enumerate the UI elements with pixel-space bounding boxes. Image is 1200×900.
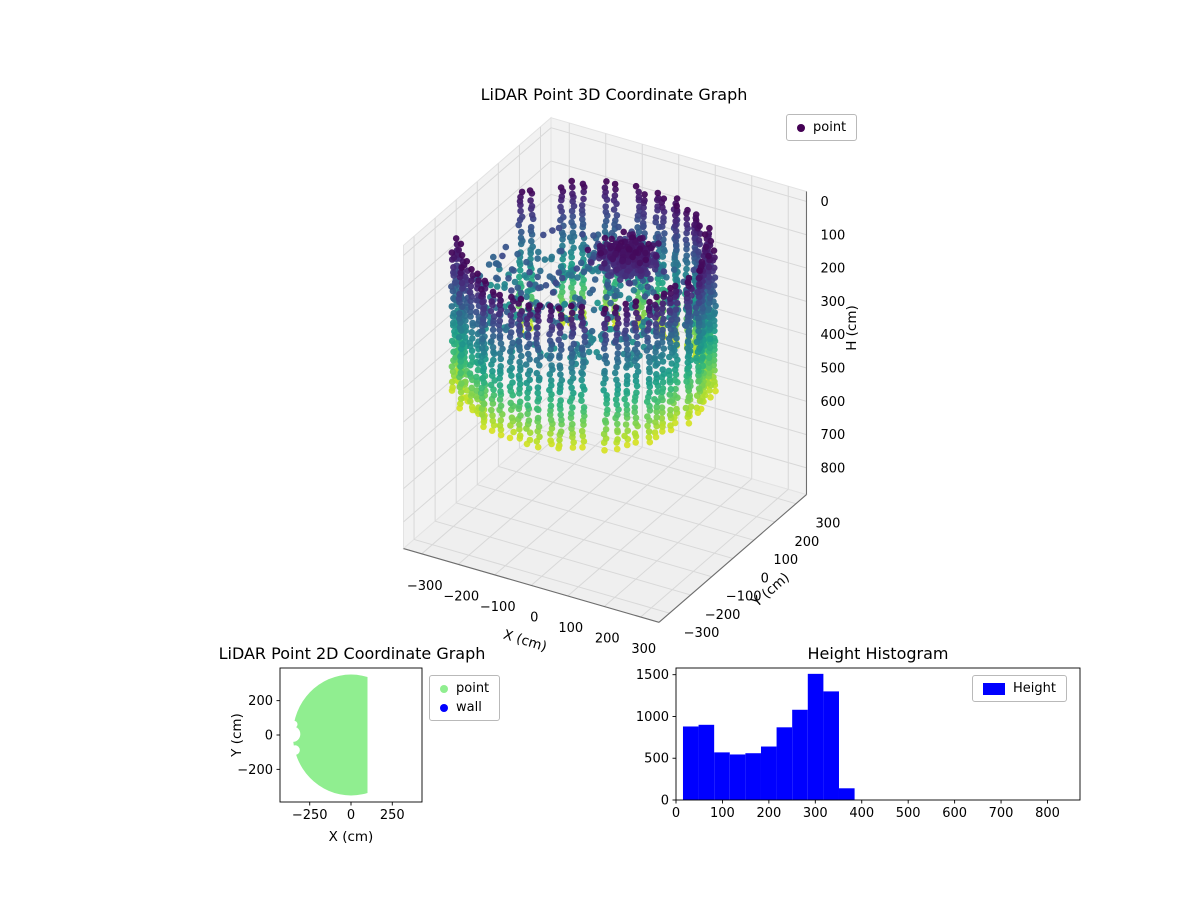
bar	[698, 724, 715, 800]
svg-text:300: 300	[816, 517, 841, 532]
bar	[682, 726, 699, 800]
svg-text:0: 0	[672, 806, 680, 821]
axes-box	[675, 667, 1081, 801]
svg-text:−300: −300	[407, 579, 443, 594]
legend-row-point: point	[440, 681, 489, 696]
svg-text:0: 0	[820, 195, 828, 210]
svg-text:200: 200	[820, 262, 845, 277]
height-swatch-icon	[983, 682, 1005, 695]
legend-row-wall: wall	[440, 700, 482, 715]
svg-text:300: 300	[631, 642, 656, 657]
svg-text:0: 0	[661, 794, 669, 809]
svg-text:300: 300	[820, 295, 845, 310]
svg-text:−200: −200	[705, 608, 741, 623]
bar	[792, 709, 808, 800]
plot2d-legend: point wall	[429, 675, 501, 721]
point-marker-icon	[797, 123, 805, 132]
svg-text:800: 800	[820, 461, 845, 476]
point-region	[285, 674, 368, 796]
legend-label: Height	[1013, 681, 1056, 696]
svg-text:800: 800	[1035, 806, 1060, 821]
svg-text:200: 200	[595, 631, 620, 646]
svg-text:100: 100	[710, 806, 735, 821]
tick-labels: −250 0 250 −200 0 200	[237, 694, 404, 823]
svg-text:−250: −250	[292, 808, 328, 823]
svg-text:500: 500	[820, 361, 845, 376]
svg-text:100: 100	[820, 228, 845, 243]
bar	[776, 727, 793, 800]
bar	[807, 673, 824, 800]
plot3d-zaxis-label: H (cm)	[844, 305, 860, 351]
legend-label: point	[456, 681, 490, 696]
svg-text:500: 500	[644, 752, 669, 767]
svg-text:200: 200	[756, 806, 781, 821]
svg-text:−300: −300	[684, 626, 720, 641]
svg-text:−100: −100	[726, 590, 762, 605]
legend-row-point: point	[797, 120, 846, 135]
svg-text:−200: −200	[443, 589, 479, 604]
bar	[745, 753, 761, 800]
svg-text:400: 400	[849, 806, 874, 821]
bar	[838, 788, 855, 800]
legend-label: point	[813, 120, 847, 135]
wall-marker-icon	[440, 703, 448, 712]
svg-text:−200: −200	[237, 763, 273, 778]
plot2d-yaxis-label: Y (cm)	[229, 713, 245, 757]
svg-text:600: 600	[820, 395, 845, 410]
hist-group: 0 100 200 300 400 500 600 700 800 0 500 1000 1500	[636, 667, 1081, 821]
bar	[760, 746, 777, 800]
point-cloud	[448, 177, 719, 454]
plot2d-title: LiDAR Point 2D Coordinate Graph	[218, 644, 486, 663]
svg-text:600: 600	[942, 806, 967, 821]
svg-text:0: 0	[530, 610, 538, 625]
svg-text:500: 500	[896, 806, 921, 821]
svg-text:0: 0	[347, 808, 355, 823]
bars	[682, 673, 855, 800]
svg-text:300: 300	[803, 806, 828, 821]
plot3d-title: LiDAR Point 3D Coordinate Graph	[480, 85, 748, 104]
hist-legend: Height	[972, 675, 1067, 702]
legend-row-height: Height	[983, 681, 1056, 696]
svg-text:−100: −100	[480, 600, 516, 615]
plot2d-xaxis-label: X (cm)	[328, 829, 374, 845]
svg-text:700: 700	[820, 428, 845, 443]
plot3d-group: −300−200−1000100200300−300−200−100010020…	[402, 116, 845, 657]
svg-text:700: 700	[989, 806, 1014, 821]
svg-text:0: 0	[761, 571, 769, 586]
svg-text:1500: 1500	[636, 668, 669, 683]
plot2d-group: −250 0 250 −200 0 200	[237, 667, 423, 823]
bar	[823, 691, 839, 800]
svg-text:100: 100	[558, 621, 583, 636]
bar	[714, 752, 730, 800]
svg-text:400: 400	[820, 328, 845, 343]
tick-labels: −300−200−1000100200300−300−200−100010020…	[407, 195, 845, 657]
svg-text:250: 250	[380, 808, 405, 823]
tick-labels: 0 100 200 300 400 500 600 700 800 0 500 1000 1500	[636, 668, 1060, 821]
bar	[729, 754, 746, 800]
hist-title: Height Histogram	[807, 644, 949, 663]
svg-text:100: 100	[773, 553, 798, 568]
svg-text:200: 200	[794, 535, 819, 550]
svg-text:0: 0	[265, 729, 273, 744]
point-marker-icon	[440, 684, 448, 693]
axis-lines	[403, 191, 808, 623]
plot3d-legend: point	[786, 114, 858, 141]
svg-text:1000: 1000	[636, 710, 669, 725]
svg-text:200: 200	[248, 694, 273, 709]
legend-label: wall	[456, 700, 482, 715]
